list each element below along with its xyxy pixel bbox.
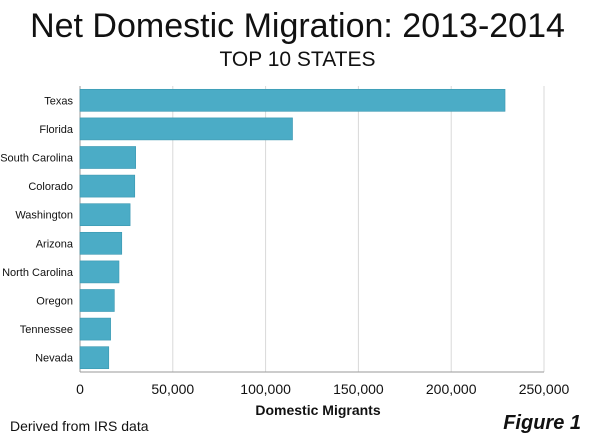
bar-texas bbox=[79, 88, 506, 112]
category-label: Arizona bbox=[36, 238, 74, 250]
bar-south-carolina bbox=[79, 146, 136, 169]
bar-arizona bbox=[79, 231, 123, 255]
category-label: Florida bbox=[39, 124, 74, 136]
category-label: North Carolina bbox=[2, 267, 74, 279]
chart-subtitle: TOP 10 STATES bbox=[219, 48, 376, 71]
bar-colorado bbox=[79, 174, 136, 198]
category-label: Tennessee bbox=[20, 324, 73, 336]
x-axis-title: Domestic Migrants bbox=[255, 402, 380, 418]
category-label: Washington bbox=[15, 210, 73, 222]
category-label: Colorado bbox=[28, 181, 73, 193]
category-label: Texas bbox=[44, 95, 73, 107]
bar-florida bbox=[79, 117, 293, 141]
bar-oregon bbox=[79, 289, 115, 312]
bar-north-carolina bbox=[79, 260, 120, 284]
x-tick-label: 50,000 bbox=[151, 381, 194, 397]
category-label: Oregon bbox=[36, 296, 73, 308]
bar-nevada bbox=[79, 346, 110, 370]
bar-washington bbox=[79, 203, 131, 227]
source-note: Derived from IRS data bbox=[10, 418, 149, 434]
x-tick-label: 100,000 bbox=[240, 381, 291, 397]
bars bbox=[79, 88, 506, 370]
bar-tennessee bbox=[79, 317, 111, 341]
x-tick-label: 200,000 bbox=[426, 381, 477, 397]
figure-label: Figure 1 bbox=[503, 412, 581, 434]
category-label: Nevada bbox=[35, 353, 74, 365]
chart-title: Net Domestic Migration: 2013-2014 bbox=[30, 7, 565, 45]
category-labels: Texas Florida South Carolina Colorado Washin… bbox=[0, 95, 74, 364]
x-tick-labels: 0 50,000 100,000 150,000 200,000 250,000 bbox=[76, 381, 569, 397]
x-tick-label: 0 bbox=[76, 381, 84, 397]
x-tick-label: 150,000 bbox=[333, 381, 384, 397]
x-tick-label: 250,000 bbox=[519, 381, 570, 397]
category-label: South Carolina bbox=[0, 153, 74, 165]
